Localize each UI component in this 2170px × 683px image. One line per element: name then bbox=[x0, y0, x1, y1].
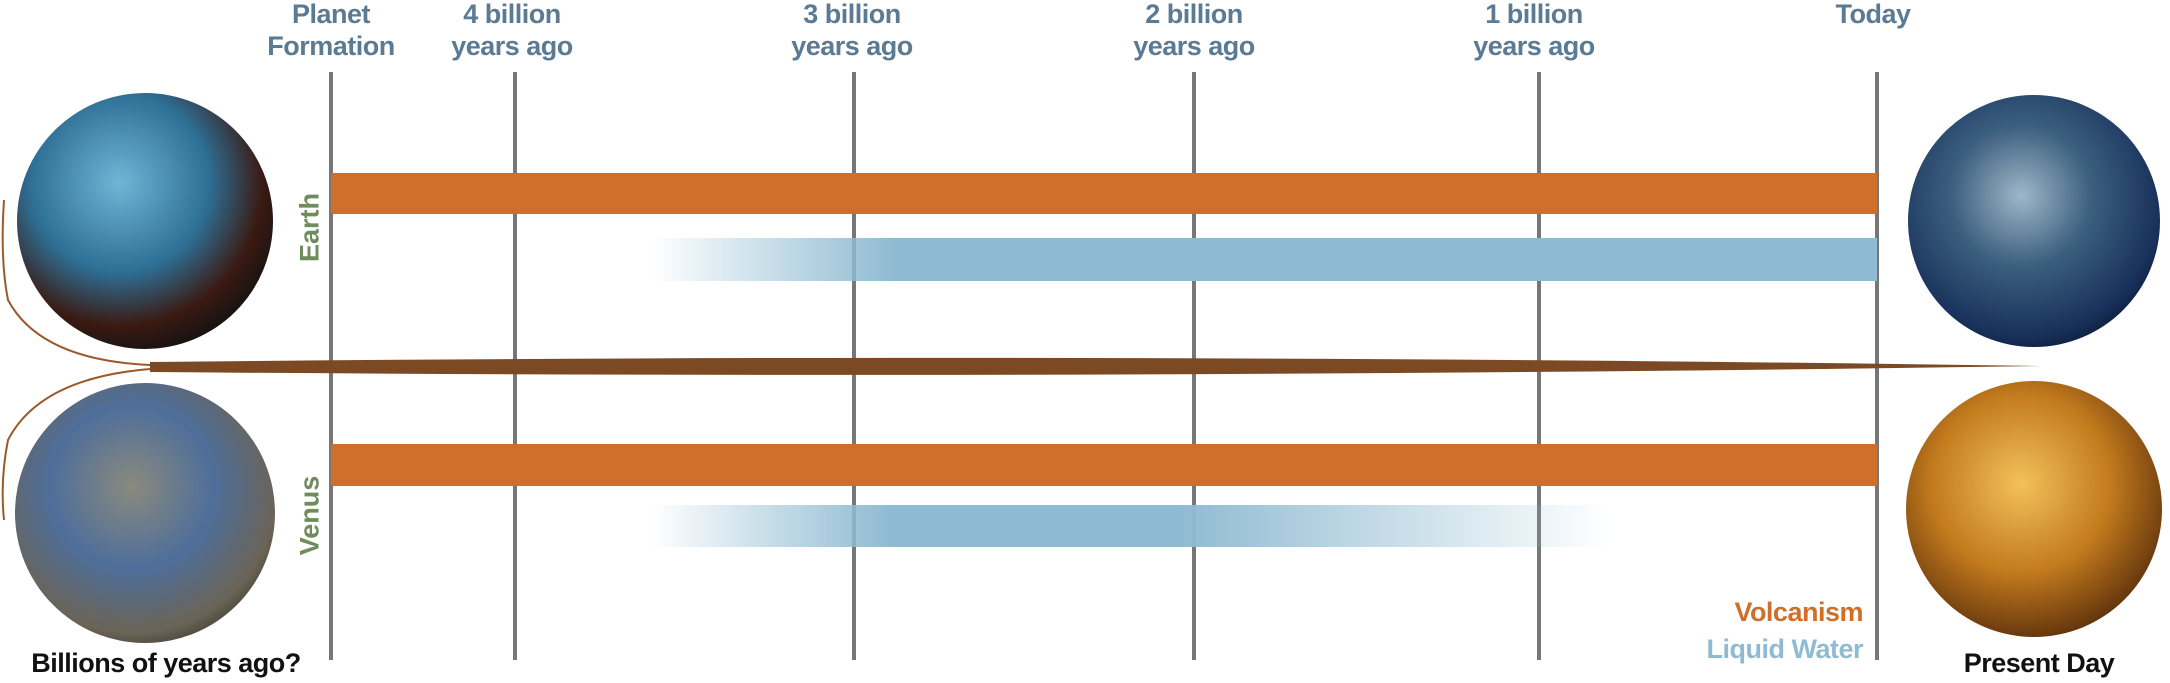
earth-volcanism-bar bbox=[331, 173, 1877, 214]
early-venus bbox=[15, 383, 275, 643]
curve bbox=[1, 368, 151, 521]
tick-label: 4 billion years ago bbox=[451, 0, 573, 61]
tick-label: Today bbox=[1835, 0, 1911, 29]
row-label: Earth bbox=[294, 192, 325, 263]
earth-water-bar bbox=[650, 238, 1877, 281]
early-earth bbox=[17, 93, 273, 349]
venus-volcanism-bar bbox=[331, 444, 1877, 486]
legend-item: Volcanism bbox=[1734, 597, 1863, 627]
legend-item: Liquid Water bbox=[1706, 634, 1864, 664]
curve bbox=[1, 199, 151, 366]
tick-label: Planet Formation bbox=[267, 0, 395, 61]
caption: Present Day bbox=[1963, 648, 2115, 678]
present-venus bbox=[1906, 381, 2162, 637]
divider bbox=[150, 357, 2041, 375]
tick-label: 1 billion years ago bbox=[1473, 0, 1595, 61]
tick-label: 2 billion years ago bbox=[1133, 0, 1255, 61]
venus-water-bar bbox=[650, 505, 1610, 547]
present-earth bbox=[1908, 95, 2160, 347]
tick-label: 3 billion years ago bbox=[791, 0, 913, 61]
caption: Billions of years ago? bbox=[31, 648, 301, 678]
row-label: Venus bbox=[294, 475, 325, 556]
